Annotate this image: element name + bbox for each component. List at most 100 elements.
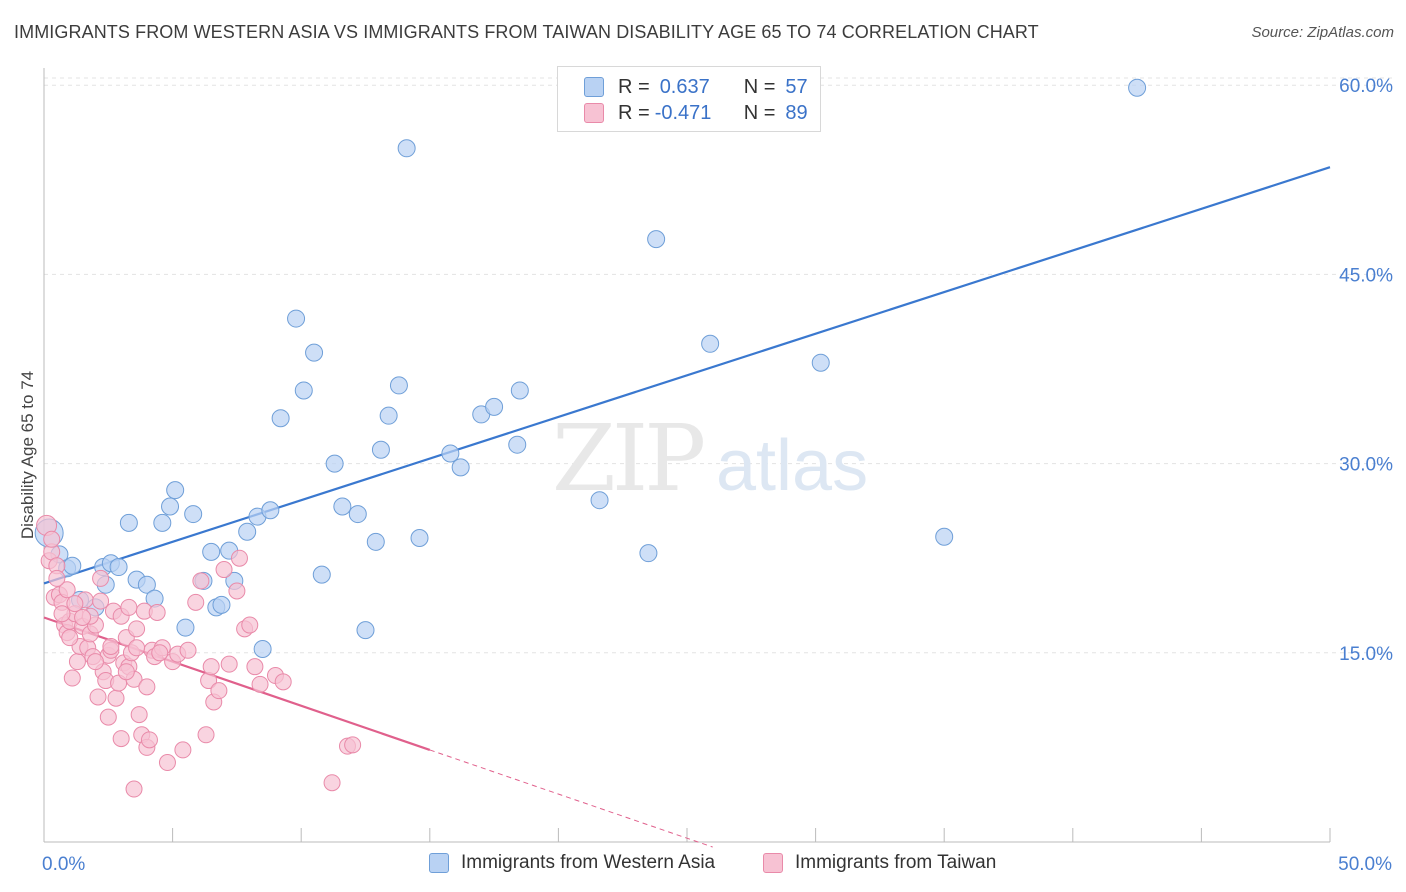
western-asia-point <box>253 640 272 659</box>
western-asia-point <box>184 505 203 524</box>
taiwan-point <box>74 608 92 626</box>
taiwan-point <box>92 592 110 610</box>
taiwan-point <box>128 639 146 657</box>
western-asia-point <box>137 575 156 594</box>
series-legend: Immigrants from Western Asia Immigrants … <box>0 852 1406 878</box>
western-asia-point <box>166 481 185 500</box>
western-asia-point <box>356 621 375 640</box>
chart-title: IMMIGRANTS FROM WESTERN ASIA VS IMMIGRAN… <box>14 22 1039 42</box>
taiwan-point <box>220 655 238 673</box>
western-asia-point <box>271 409 290 428</box>
western-asia-point <box>647 230 666 249</box>
taiwan-point <box>120 598 138 616</box>
western-asia-point <box>333 497 352 516</box>
western-asia-point <box>379 406 398 425</box>
western-asia-point <box>305 343 324 362</box>
legend-r-label: R = <box>618 101 650 124</box>
taiwan-point <box>107 689 125 707</box>
western-asia-point <box>1128 78 1147 97</box>
taiwan-point <box>117 663 135 681</box>
western-asia-point <box>371 440 390 459</box>
legend-swatch-pink <box>763 853 783 873</box>
correlation-legend: R = 0.637 N = 57 R = -0.471 N = 89 <box>557 66 821 132</box>
taiwan-point <box>174 741 192 759</box>
legend-r-value: -0.471 <box>654 101 712 124</box>
taiwan-point <box>323 774 341 792</box>
taiwan-point <box>58 581 76 599</box>
taiwan-point <box>158 754 176 772</box>
legend-swatch-pink <box>584 103 604 123</box>
western-asia-point <box>811 353 830 372</box>
legend-swatch-blue <box>584 77 604 97</box>
x-tick-label: 0.0% <box>42 854 85 875</box>
western-asia-point <box>348 505 367 524</box>
taiwan-point <box>251 675 269 693</box>
western-asia-point <box>63 556 82 575</box>
taiwan-point <box>68 653 86 671</box>
taiwan-point <box>125 780 143 798</box>
taiwan-point <box>215 561 233 579</box>
western-asia-point <box>176 618 195 637</box>
western-asia-point <box>639 544 658 563</box>
tick-labels: 15.0% 30.0% 45.0% 60.0% 0.0% 50.0% <box>42 76 1393 875</box>
y-tick-label: 30.0% <box>1339 455 1393 476</box>
x-tick-label: 50.0% <box>1338 854 1392 875</box>
taiwan-point <box>192 572 210 590</box>
taiwan-point <box>197 726 215 744</box>
taiwan-point <box>53 605 71 623</box>
taiwan-point <box>274 673 292 691</box>
legend-n-label: N = <box>743 75 776 98</box>
taiwan-point <box>344 736 362 754</box>
western-asia-point <box>312 565 331 584</box>
western-asia-point <box>510 381 529 400</box>
legend-n-label: N = <box>743 101 776 124</box>
taiwan-point <box>230 549 248 567</box>
western-asia-point <box>397 139 416 158</box>
western-asia-point <box>161 497 180 516</box>
legend-item-label: Immigrants from Taiwan <box>795 852 997 873</box>
source-label: Source: ZipAtlas.com <box>1251 24 1394 41</box>
western-asia-point <box>508 435 527 454</box>
taiwan-point <box>99 708 117 726</box>
western-asia-point <box>410 529 429 548</box>
western-asia-trend-line <box>43 166 1331 585</box>
taiwan-point <box>148 603 166 621</box>
taiwan-point <box>228 582 246 600</box>
taiwan-point <box>151 644 169 662</box>
axes <box>43 68 1331 843</box>
legend-item-taiwan: Immigrants from Taiwan <box>763 852 996 874</box>
western-asia-point <box>325 454 344 473</box>
taiwan-point <box>86 653 104 671</box>
taiwan-point <box>66 595 84 613</box>
western-asia-point <box>366 532 385 551</box>
watermark-atlas: atlas <box>716 426 868 506</box>
taiwan-point <box>63 669 81 687</box>
taiwan-point <box>130 706 148 724</box>
western-asia-point <box>202 542 221 561</box>
legend-r-value: 0.637 <box>659 75 710 98</box>
western-asia-point <box>441 444 460 463</box>
legend-n-value: 89 <box>785 101 808 124</box>
watermark-zip: ZIP <box>552 405 703 512</box>
taiwan-point <box>102 638 120 655</box>
western-asia-point <box>389 376 408 395</box>
y-tick-label: 60.0% <box>1339 76 1393 97</box>
taiwan-point <box>246 658 264 676</box>
taiwan-point <box>128 620 146 638</box>
taiwan-point <box>89 688 107 706</box>
taiwan-point <box>48 569 66 587</box>
taiwan-point <box>210 682 228 700</box>
western-asia-point <box>238 522 257 541</box>
legend-item-label: Immigrants from Western Asia <box>461 852 716 873</box>
taiwan-point <box>179 641 197 659</box>
data-points <box>34 78 1147 798</box>
western-asia-point <box>212 595 231 614</box>
western-asia-point <box>119 513 138 532</box>
taiwan-point <box>61 629 79 647</box>
taiwan-point <box>140 731 158 749</box>
legend-n-value: 57 <box>785 75 808 98</box>
y-tick-label: 45.0% <box>1339 265 1393 286</box>
legend-item-western-asia: Immigrants from Western Asia <box>429 852 715 874</box>
legend-swatch-blue <box>429 853 449 873</box>
